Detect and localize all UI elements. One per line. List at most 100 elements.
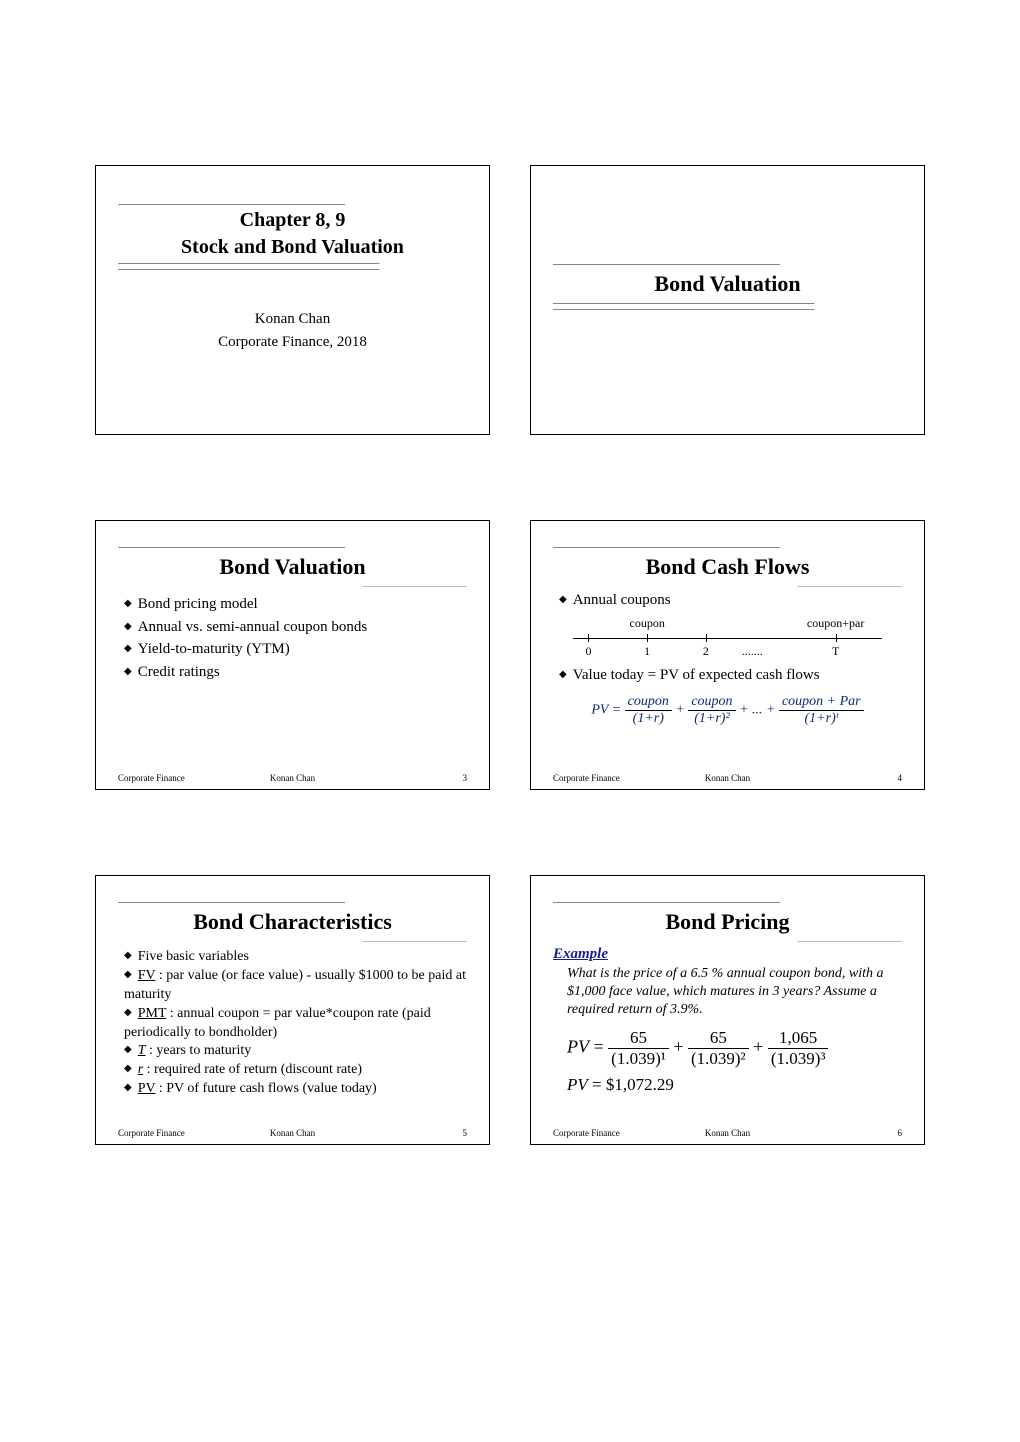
slide1-course: Corporate Finance, 2018	[218, 334, 367, 350]
item-key: T	[138, 1043, 146, 1058]
slide1-title: Chapter 8, 9 Stock and Bond Valuation	[118, 207, 467, 261]
item-text: : annual coupon = par value*coupon rate …	[124, 1006, 431, 1040]
slide3-title: Bond Valuation	[118, 554, 467, 580]
pv-result-label: PV	[567, 1075, 588, 1094]
slide5-bullets: Five basic variables FV : par value (or …	[124, 948, 467, 1099]
frac: 65 (1.039)²	[688, 1028, 749, 1069]
item-text: : PV of future cash flows (value today)	[155, 1081, 376, 1096]
frac-num: coupon	[688, 694, 735, 711]
slide1-author: Konan Chan	[255, 311, 330, 327]
example-label: Example	[553, 946, 608, 962]
plus-dots: + ... +	[739, 703, 775, 718]
slide4-bullets: Annual coupons	[559, 589, 902, 612]
rule	[553, 586, 902, 587]
frac: 65 (1.039)¹	[608, 1028, 669, 1069]
slide-3: Bond Valuation Bond pricing model Annual…	[95, 520, 490, 790]
page: Chapter 8, 9 Stock and Bond Valuation Ko…	[0, 0, 1020, 1442]
frac-num: 65	[688, 1028, 749, 1049]
rule	[553, 902, 902, 903]
slide-6: Bond Pricing Example What is the price o…	[530, 875, 925, 1145]
footer-left: Corporate Finance	[553, 773, 620, 783]
rule	[553, 941, 902, 942]
pv-label: PV	[591, 703, 608, 718]
timeline-tick	[836, 634, 837, 642]
slide5-item: PMT : annual coupon = par value*coupon r…	[124, 1005, 467, 1043]
frac-den: (1.039)²	[688, 1049, 749, 1069]
footer-mid: Konan Chan	[705, 1128, 750, 1138]
slide1-author-block: Konan Chan Corporate Finance, 2018	[118, 308, 467, 353]
footer-right: 4	[898, 773, 903, 783]
slide1-title-line2: Stock and Bond Valuation	[181, 236, 404, 258]
item-text: : years to maturity	[146, 1043, 252, 1058]
footer-mid: Konan Chan	[270, 773, 315, 783]
slide4-footer: Corporate Finance Konan Chan 4	[553, 773, 902, 783]
pv-result-value: = $1,072.29	[592, 1075, 674, 1094]
slide4-bullets2: Value today = PV of expected cash flows	[559, 664, 902, 687]
rule	[118, 941, 467, 942]
rule	[553, 303, 902, 304]
footer-right: 5	[463, 1128, 468, 1138]
timeline-tick	[647, 634, 648, 642]
rule	[118, 263, 467, 264]
slide5-footer: Corporate Finance Konan Chan 5	[118, 1128, 467, 1138]
footer-left: Corporate Finance	[118, 1128, 185, 1138]
slide-5: Bond Characteristics Five basic variable…	[95, 875, 490, 1145]
frac: coupon (1+r)²	[688, 694, 735, 727]
rule	[553, 547, 902, 548]
frac-den: (1+r)ᵗ	[779, 711, 864, 727]
slide2-title: Bond Valuation	[553, 271, 902, 297]
slide5-item: PV : PV of future cash flows (value toda…	[124, 1080, 467, 1099]
slide5-item: r : required rate of return (discount ra…	[124, 1061, 467, 1080]
frac-num: 1,065	[768, 1028, 829, 1049]
timeline-label-couponpar: coupon+par	[807, 616, 864, 631]
frac: coupon + Par (1+r)ᵗ	[779, 694, 864, 727]
example-text: What is the price of a 6.5 % annual coup…	[567, 965, 902, 1020]
rule	[553, 309, 902, 310]
timeline-tick-label: 2	[703, 644, 709, 659]
slide6-formula: PV = 65 (1.039)¹ + 65 (1.039)² + 1,065 (…	[567, 1028, 902, 1095]
slide3-bullet: Annual vs. semi-annual coupon bonds	[124, 616, 467, 639]
slide4-bullet2: Value today = PV of expected cash flows	[559, 664, 902, 687]
item-key: FV	[138, 968, 156, 983]
slide-1: Chapter 8, 9 Stock and Bond Valuation Ko…	[95, 165, 490, 435]
item-text: : par value (or face value) - usually $1…	[124, 968, 466, 1002]
slide4-bullet1: Annual coupons	[559, 589, 902, 612]
slide6-title: Bond Pricing	[553, 909, 902, 935]
footer-left: Corporate Finance	[553, 1128, 620, 1138]
pv-label: PV	[567, 1036, 589, 1056]
slide5-bullet-head: Five basic variables	[124, 948, 467, 967]
slide3-bullets: Bond pricing model Annual vs. semi-annua…	[124, 593, 467, 683]
slide6-body: Example What is the price of a 6.5 % ann…	[553, 946, 902, 1095]
slide-2: Bond Valuation	[530, 165, 925, 435]
timeline-label-coupon: coupon	[629, 616, 664, 631]
frac-num: 65	[608, 1028, 669, 1049]
frac: 1,065 (1.039)³	[768, 1028, 829, 1069]
timeline-tick	[588, 634, 589, 642]
rule	[118, 204, 467, 205]
timeline-tick-label: 1	[644, 644, 650, 659]
frac-den: (1.039)³	[768, 1049, 829, 1069]
rule	[118, 586, 467, 587]
slide5-item: T : years to maturity	[124, 1042, 467, 1061]
item-text: : required rate of return (discount rate…	[143, 1062, 362, 1077]
timeline-tick	[706, 634, 707, 642]
footer-right: 6	[898, 1128, 903, 1138]
slide1-title-line1: Chapter 8, 9	[240, 209, 346, 231]
slide3-bullet: Bond pricing model	[124, 593, 467, 616]
frac: coupon (1+r)	[625, 694, 672, 727]
rule	[118, 269, 467, 270]
rule	[553, 264, 902, 265]
rule	[118, 547, 467, 548]
frac-den: (1+r)	[625, 711, 672, 727]
frac-num: coupon + Par	[779, 694, 864, 711]
footer-right: 3	[463, 773, 468, 783]
slide-grid: Chapter 8, 9 Stock and Bond Valuation Ko…	[95, 165, 925, 1145]
frac-den: (1.039)¹	[608, 1049, 669, 1069]
slide-4: Bond Cash Flows Annual coupons coupon co…	[530, 520, 925, 790]
footer-mid: Konan Chan	[705, 773, 750, 783]
frac-num: coupon	[625, 694, 672, 711]
timeline-tick-label: 0	[585, 644, 591, 659]
slide3-bullet: Credit ratings	[124, 661, 467, 684]
slide5-title: Bond Characteristics	[118, 909, 467, 935]
footer-left: Corporate Finance	[118, 773, 185, 783]
